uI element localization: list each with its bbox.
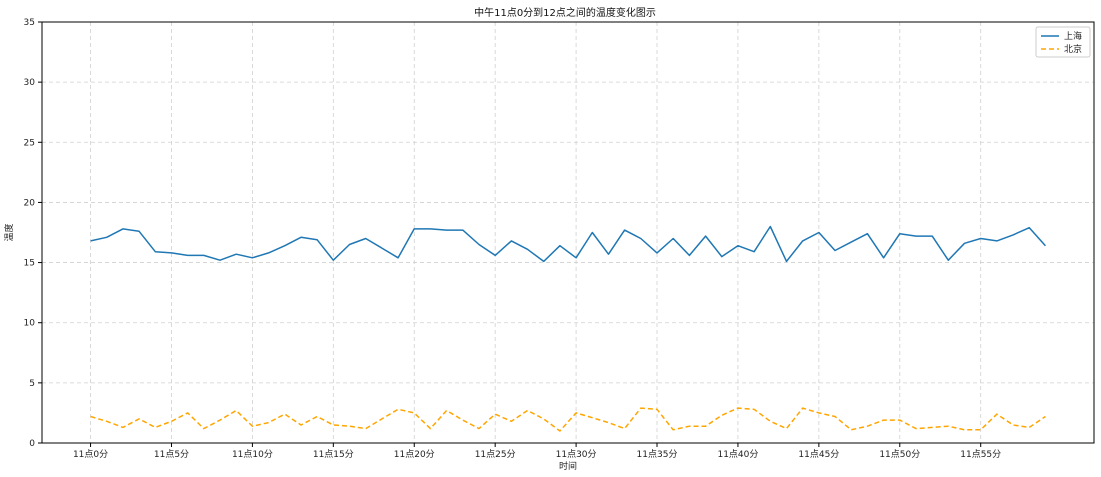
y-tick-label: 25 — [24, 138, 35, 148]
x-tick-label: 11点50分 — [879, 449, 920, 460]
x-tick-label: 11点0分 — [73, 449, 108, 460]
x-tick-label: 11点20分 — [394, 449, 435, 460]
series-layer — [90, 225, 1046, 432]
x-tick-label: 11点40分 — [717, 449, 758, 460]
y-tick-label: 10 — [24, 319, 36, 329]
plot-frame — [41, 21, 1095, 444]
y-tick-label: 35 — [24, 18, 35, 28]
y-tick-label: 20 — [24, 198, 36, 208]
x-axis-label: 时间 — [559, 460, 577, 472]
x-tick-label: 11点55分 — [960, 449, 1001, 460]
legend-entry: 上海 — [1064, 30, 1082, 42]
chart-title: 中午11点0分到12点之间的温度变化图示 — [474, 6, 656, 19]
grid-lines — [42, 21, 1094, 444]
y-tick-label: 5 — [29, 379, 35, 389]
legend-entry: 北京 — [1064, 43, 1082, 55]
y-tick-label: 0 — [29, 439, 35, 449]
x-tick-label: 11点25分 — [475, 449, 516, 460]
y-tick-label: 30 — [24, 78, 36, 88]
x-tick-label: 11点15分 — [313, 449, 354, 460]
x-tick-label: 11点10分 — [232, 449, 273, 460]
x-tick-label: 11点5分 — [154, 449, 189, 460]
x-tick-label: 11点30分 — [556, 449, 597, 460]
series-line-beijing — [90, 407, 1046, 432]
y-axis-label: 温度 — [3, 223, 15, 241]
x-tick-label: 11点45分 — [798, 449, 839, 460]
y-tick-label: 15 — [24, 259, 35, 269]
series-line-shanghai — [90, 225, 1046, 263]
y-axis-ticks: 0 5 10 15 20 25 30 35 — [24, 18, 42, 449]
x-tick-label: 11点35分 — [637, 449, 678, 460]
x-axis-ticks: 11点0分 11点5分 11点10分 11点15分 11点20分 11点25分 11点30分… — [73, 443, 1001, 460]
